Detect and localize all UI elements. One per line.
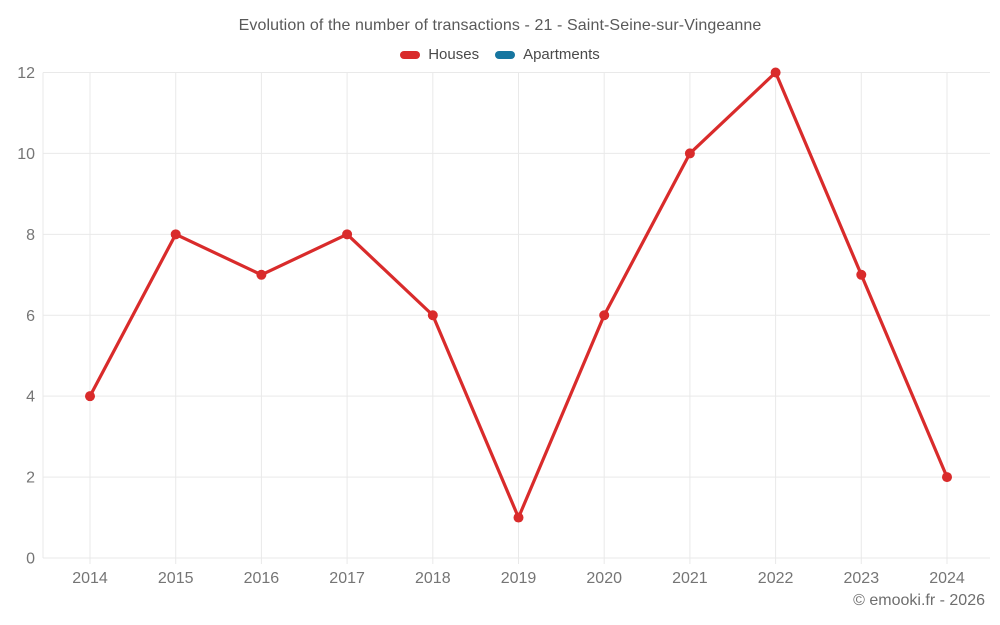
x-axis-tick-label: 2016 xyxy=(244,570,280,587)
x-axis-tick-label: 2024 xyxy=(929,570,965,587)
y-axis-tick-label: 4 xyxy=(26,389,35,406)
legend-item-apartments[interactable]: Apartments xyxy=(495,46,600,63)
x-axis-tick-label: 2017 xyxy=(329,570,365,587)
data-point-houses-2015[interactable] xyxy=(170,229,181,240)
data-point-houses-2018[interactable] xyxy=(427,310,438,321)
data-point-houses-2017[interactable] xyxy=(342,229,353,240)
x-axis-tick-label: 2020 xyxy=(586,570,622,587)
legend-label-houses: Houses xyxy=(428,46,480,63)
y-axis-tick-label: 0 xyxy=(26,551,35,568)
legend-item-houses[interactable]: Houses xyxy=(400,46,479,63)
x-axis-tick-label: 2019 xyxy=(501,570,537,587)
houses-series-swatch-icon xyxy=(400,50,421,59)
data-point-houses-2019[interactable] xyxy=(513,512,524,523)
x-axis-tick-label: 2023 xyxy=(844,570,880,587)
y-axis-tick-label: 8 xyxy=(26,227,35,244)
data-point-houses-2024[interactable] xyxy=(942,472,952,483)
chart-title: Evolution of the number of transactions … xyxy=(238,17,762,34)
data-point-houses-2016[interactable] xyxy=(256,269,267,280)
y-axis-tick-label: 10 xyxy=(17,146,35,163)
x-axis-tick-label: 2014 xyxy=(72,570,108,587)
x-axis-tick-label: 2018 xyxy=(415,570,451,587)
x-axis-tick-label: 2021 xyxy=(672,570,708,587)
data-point-houses-2014[interactable] xyxy=(85,391,95,402)
apartments-series-swatch-icon xyxy=(495,50,516,59)
y-axis-tick-label: 6 xyxy=(26,308,35,325)
data-point-houses-2020[interactable] xyxy=(599,310,610,321)
x-axis-tick-label: 2015 xyxy=(158,570,194,587)
watermark-credit: © emooki.fr - 2026 xyxy=(853,592,985,609)
legend-label-apartments: Apartments xyxy=(523,46,600,63)
x-axis-tick-label: 2022 xyxy=(758,570,794,587)
chart-legend: Houses Apartments xyxy=(0,46,1000,63)
data-point-houses-2022[interactable] xyxy=(770,67,781,78)
y-axis-tick-label: 2 xyxy=(26,470,35,487)
data-point-houses-2023[interactable] xyxy=(856,269,867,280)
data-point-houses-2021[interactable] xyxy=(684,148,695,159)
y-axis-tick-label: 12 xyxy=(17,65,35,82)
